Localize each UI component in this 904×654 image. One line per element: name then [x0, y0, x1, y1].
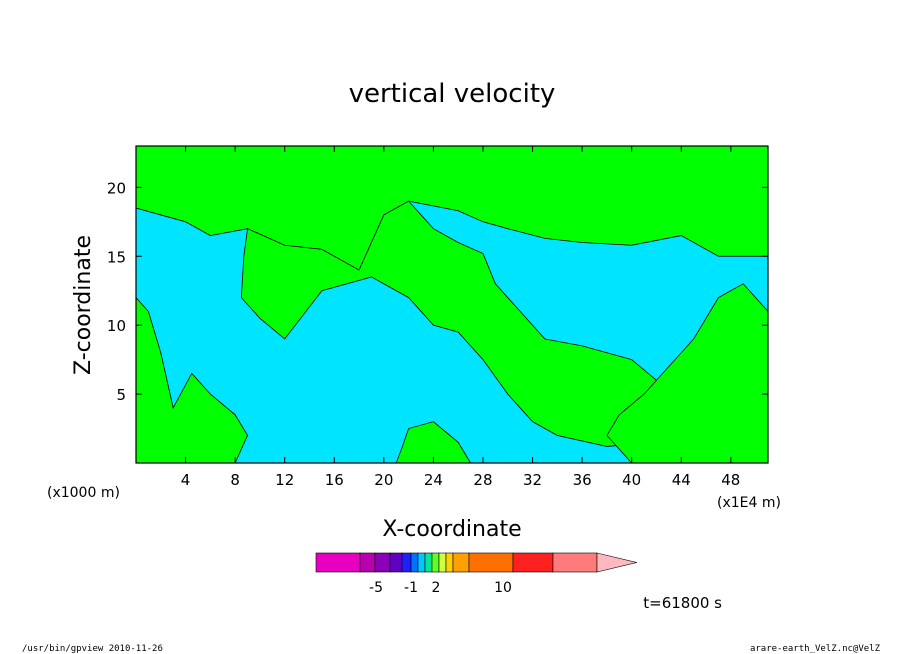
x-tick-label: 4 [181, 471, 191, 489]
x-tick-label: 28 [473, 471, 492, 489]
colorbar-swatch [552, 552, 598, 573]
y-axis-label: Z-coordinate [71, 235, 96, 375]
x-unit-right: (x1E4 m) [717, 495, 781, 511]
colorbar-tick-label: 10 [494, 580, 512, 596]
x-tick-label: 48 [721, 471, 740, 489]
colorbar-swatch [468, 552, 514, 573]
colorbar-swatch [389, 552, 403, 573]
time-label: t=61800 s [643, 594, 722, 612]
x-tick-label: 40 [622, 471, 641, 489]
colorbar-tick-label: 2 [432, 580, 441, 596]
colorbar-arrow [596, 552, 638, 573]
x-tick-label: 44 [672, 471, 691, 489]
colorbar-swatch [445, 552, 454, 573]
chart-title: vertical velocity [349, 79, 556, 109]
colorbar-swatch [438, 552, 447, 573]
colorbar [315, 552, 638, 573]
y-axis-ticks: 5 10 15 20 [107, 179, 768, 404]
positive-region-upper [135, 145, 769, 271]
positive-region-left [135, 296, 248, 464]
colorbar-labels: -5 -1 2 10 [369, 580, 512, 596]
x-tick-label: 32 [523, 471, 542, 489]
colorbar-swatch [424, 552, 433, 573]
colorbar-swatch [374, 552, 391, 573]
colorbar-swatch [512, 552, 554, 573]
footer-left: /usr/bin/gpview 2010-11-26 [22, 644, 163, 654]
x-tick-label: 12 [275, 471, 294, 489]
colorbar-swatch [315, 552, 361, 573]
y-tick-label: 20 [107, 179, 126, 197]
colorbar-swatch [452, 552, 470, 573]
x-tick-label: 20 [374, 471, 393, 489]
y-tick-label: 5 [116, 386, 126, 404]
x-tick-label: 24 [424, 471, 443, 489]
x-axis-label: X-coordinate [382, 517, 521, 542]
colorbar-swatch [410, 552, 419, 573]
contour-bands [135, 145, 769, 464]
x-tick-label: 36 [573, 471, 592, 489]
x-axis-ticks: 4 8 12 16 20 24 28 32 36 40 44 48 [181, 146, 740, 489]
footer-right: arare-earth_VelZ.nc@VelZ [750, 644, 881, 654]
y-tick-label: 10 [107, 317, 126, 335]
colorbar-swatch [431, 552, 440, 573]
x-unit-left: (x1000 m) [47, 485, 120, 501]
x-tick-label: 16 [325, 471, 344, 489]
colorbar-tick-label: -5 [369, 580, 383, 596]
y-tick-label: 15 [107, 248, 126, 266]
plot-frame [135, 145, 769, 464]
colorbar-swatch [359, 552, 376, 573]
x-tick-label: 8 [230, 471, 240, 489]
colorbar-swatch [401, 552, 412, 573]
colorbar-swatch [417, 552, 426, 573]
colorbar-tick-label: -1 [404, 580, 418, 596]
